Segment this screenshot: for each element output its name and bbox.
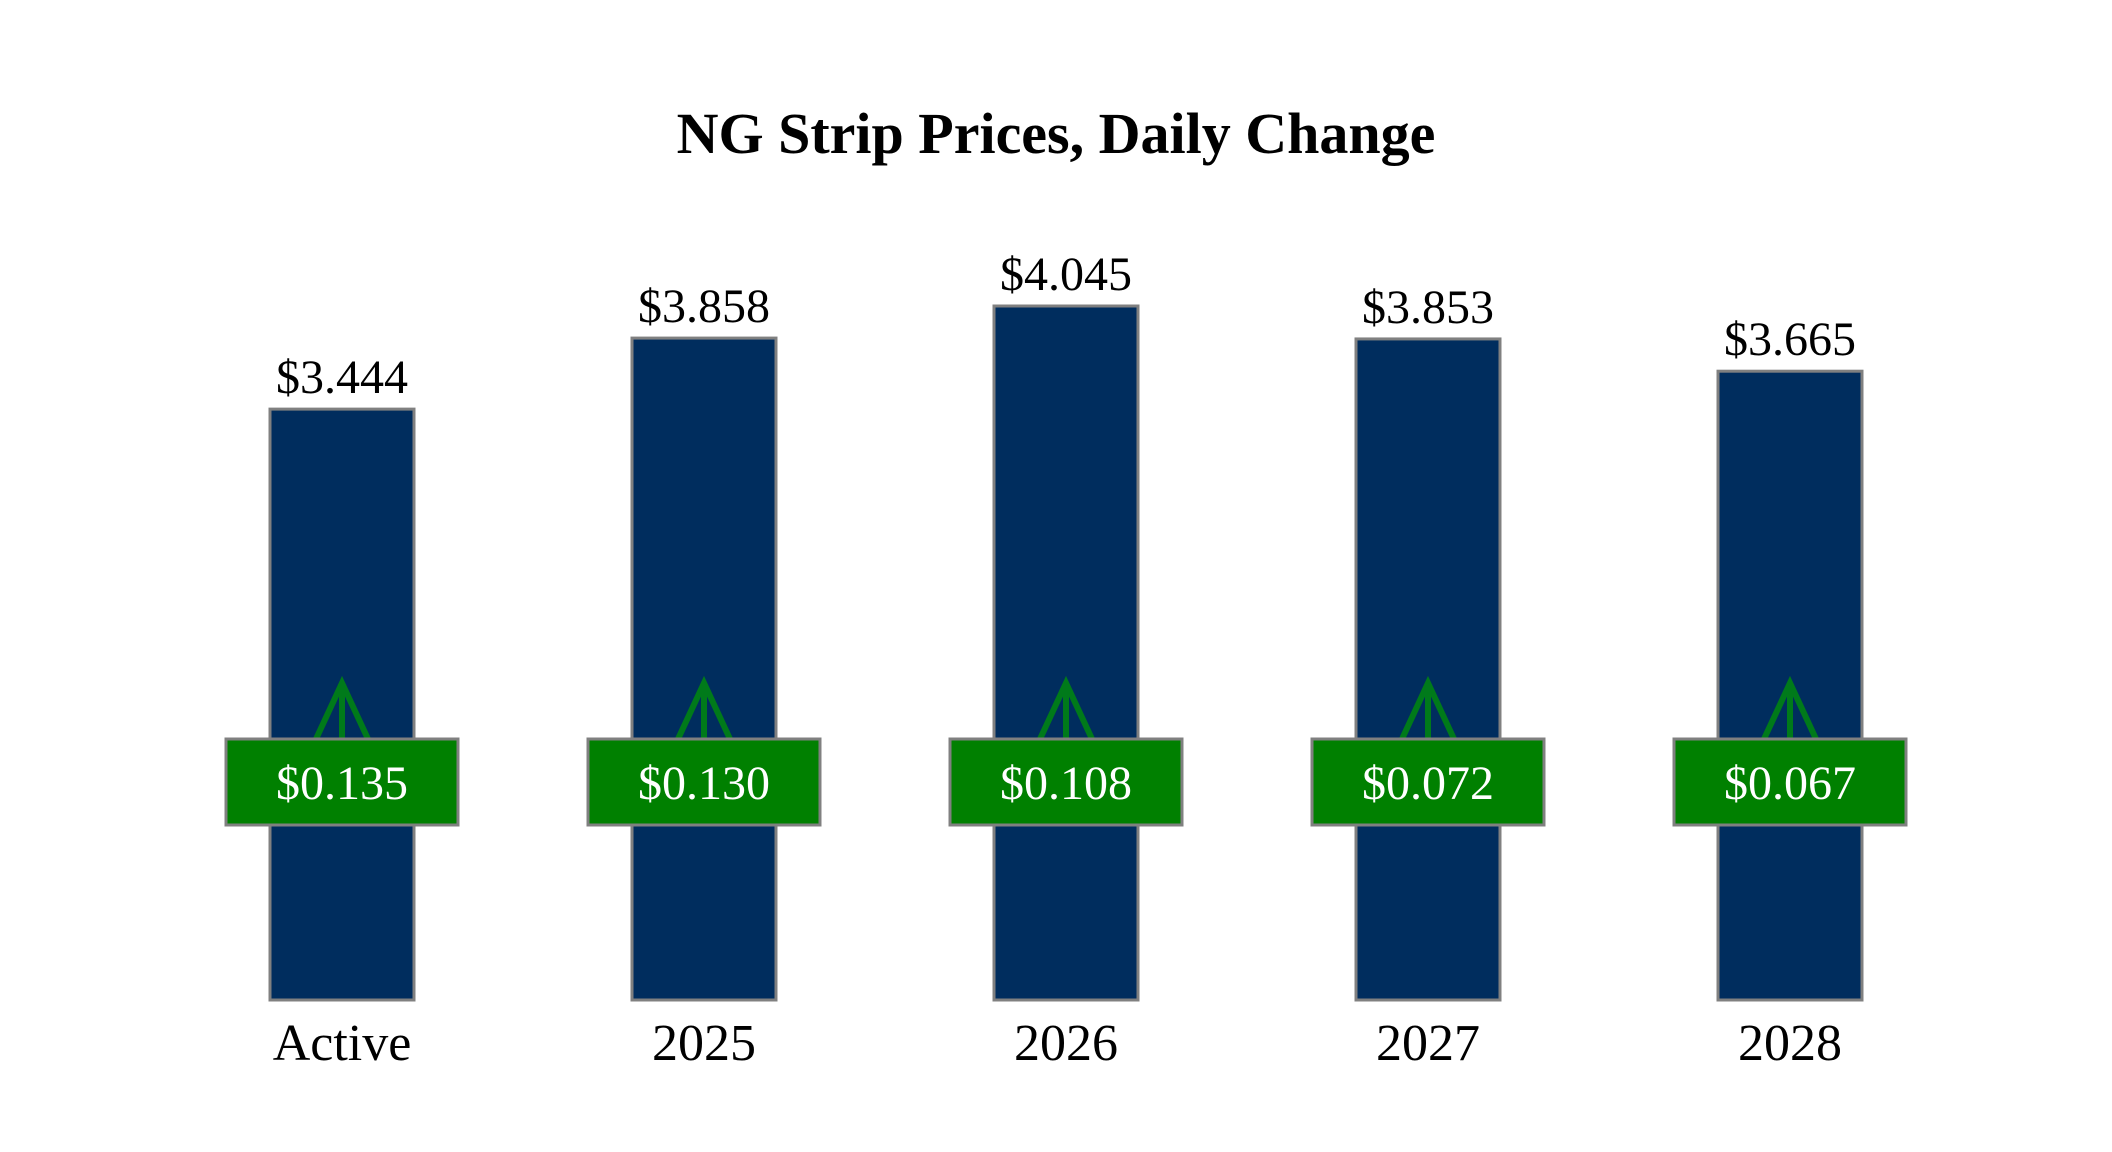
arrow-head (675, 675, 733, 741)
change-box (948, 737, 1184, 827)
change-box (224, 737, 460, 827)
bar (992, 304, 1140, 1002)
up-arrow-icon (313, 675, 371, 741)
value-label: $3.853 (1362, 281, 1494, 334)
bar-group: $3.444 $0.135 Active (224, 351, 460, 1072)
change-label: $0.067 (1724, 757, 1856, 810)
arrow-head (313, 675, 371, 741)
bar (1354, 337, 1502, 1002)
up-arrow-icon (675, 675, 733, 741)
arrow-head (1037, 675, 1095, 741)
change-label: $0.108 (1000, 757, 1132, 810)
arrow-head (1761, 675, 1819, 741)
bar-group: $3.853 $0.072 2027 (1310, 281, 1546, 1072)
value-label: $3.444 (276, 351, 408, 404)
change-label: $0.130 (638, 757, 770, 810)
bar-group: $3.858 $0.130 2025 (586, 280, 822, 1072)
change-label: $0.135 (276, 757, 408, 810)
change-box (586, 737, 822, 827)
category-label: 2025 (652, 1015, 756, 1072)
bar-group: $4.045 $0.108 2026 (948, 248, 1184, 1072)
chart-title: NG Strip Prices, Daily Change (677, 101, 1436, 166)
category-label: 2026 (1014, 1015, 1118, 1072)
up-arrow-icon (1399, 675, 1457, 741)
category-label: 2028 (1738, 1015, 1842, 1072)
up-arrow-icon (1761, 675, 1819, 741)
value-label: $3.665 (1724, 313, 1856, 366)
change-box (1672, 737, 1908, 827)
bar-group: $3.665 $0.067 2028 (1672, 313, 1908, 1072)
arrow-head (1399, 675, 1457, 741)
change-label: $0.072 (1362, 757, 1494, 810)
up-arrow-icon (1037, 675, 1095, 741)
category-label: 2027 (1376, 1015, 1480, 1072)
category-label: Active (273, 1015, 412, 1072)
bar (630, 336, 778, 1002)
value-label: $4.045 (1000, 248, 1132, 301)
value-label: $3.858 (638, 280, 770, 333)
bars-layer: $3.444 $0.135 Active $3.858 $0.130 2025 $4.045… (224, 248, 1908, 1072)
change-box (1310, 737, 1546, 827)
